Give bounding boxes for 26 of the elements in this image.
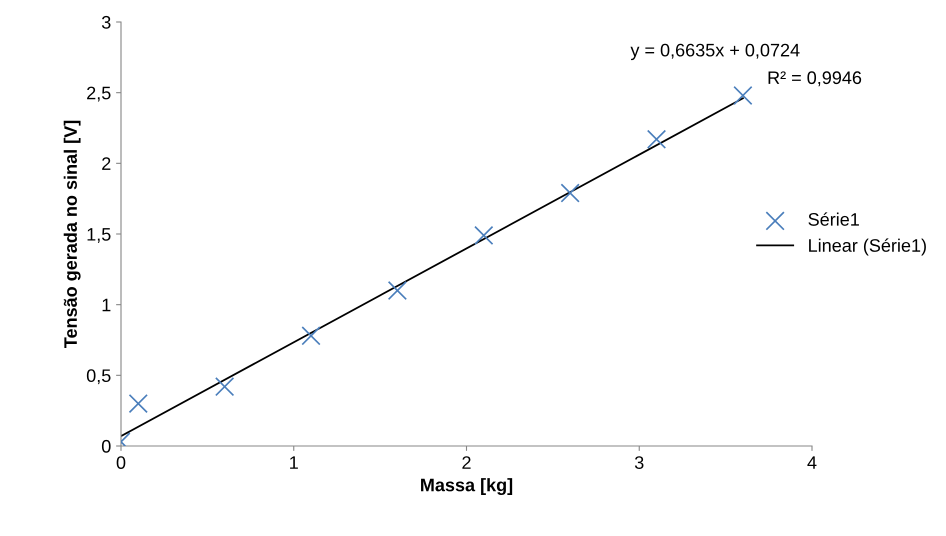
x-axis-title: Massa [kg]	[421, 478, 512, 496]
y-tick-label: 1,5	[88, 228, 111, 243]
annotation: y = 0,6635x + 0,0724	[630, 44, 800, 60]
point	[733, 86, 753, 106]
point	[388, 280, 408, 300]
y-axis-title: Tensão gerada no sinal [V]	[64, 120, 81, 348]
point	[301, 326, 321, 346]
point	[560, 183, 580, 203]
y-tick-label: 1	[102, 298, 110, 312]
x-tick-label: 3	[634, 456, 644, 469]
legend-label: Linear (Série1)	[809, 238, 926, 256]
point	[474, 226, 494, 246]
y-tick-label: 0,5	[86, 369, 111, 384]
point	[646, 130, 666, 149]
x-tick-label: 2	[462, 456, 471, 469]
y-tick-label: 0	[102, 440, 111, 453]
x-tick-label: 1	[290, 456, 298, 469]
legend-label: Série1	[808, 212, 859, 226]
point	[128, 394, 148, 414]
y-tick-label: 2	[102, 157, 110, 170]
x-tick-label: 0	[116, 456, 126, 469]
x-tick-label: 4	[807, 456, 816, 469]
point	[215, 377, 234, 396]
y-tick-label: 3	[102, 16, 110, 29]
annotation: R² = 0,9946	[768, 71, 862, 86]
y-tick-label: 2,5	[87, 86, 111, 102]
